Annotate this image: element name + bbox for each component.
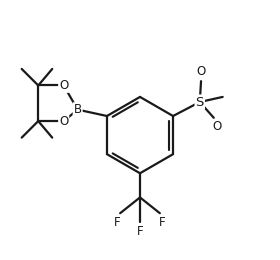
Text: F: F	[137, 225, 143, 238]
Text: O: O	[212, 120, 221, 133]
Text: S: S	[196, 95, 204, 108]
Text: O: O	[196, 65, 206, 78]
Text: O: O	[59, 79, 68, 92]
Text: O: O	[59, 115, 68, 128]
Text: F: F	[159, 216, 166, 229]
Text: B: B	[74, 103, 82, 116]
Text: F: F	[114, 216, 121, 229]
